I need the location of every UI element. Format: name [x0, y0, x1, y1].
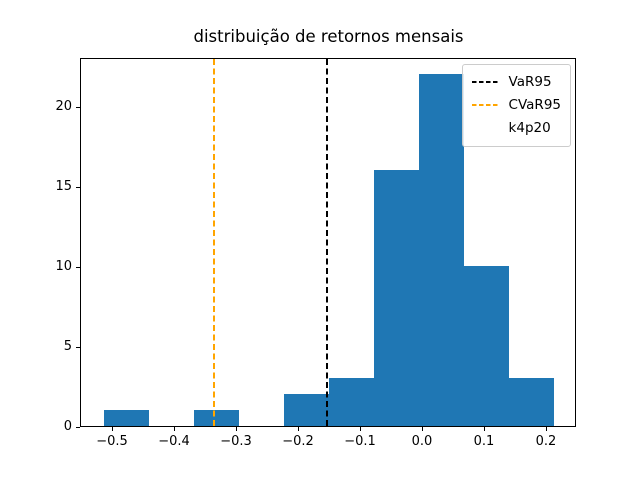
- legend: VaR95 CVaR95 k4p20: [461, 63, 571, 147]
- y-tick-mark: [76, 426, 80, 428]
- x-tick-mark: [421, 427, 423, 432]
- y-tick-mark: [76, 266, 80, 268]
- x-tick-label: −0.4: [158, 433, 190, 449]
- var95-line: [326, 58, 328, 427]
- x-tick-mark: [173, 427, 175, 432]
- x-tick-label: 0.0: [411, 433, 433, 449]
- legend-entry: CVaR95: [471, 94, 561, 117]
- histogram-bar: [419, 74, 464, 427]
- plot-area: VaR95 CVaR95 k4p20: [80, 57, 576, 428]
- chart-title: distribuição de retornos mensais: [193, 27, 464, 46]
- y-tick-mark: [76, 106, 80, 108]
- legend-dashed-line-sample: [471, 104, 499, 106]
- y-tick-label: 5: [63, 339, 72, 355]
- cvar95-line: [213, 58, 215, 427]
- x-tick-label: −0.2: [282, 433, 314, 449]
- y-tick-label: 0: [63, 419, 72, 435]
- x-tick-label: −0.5: [96, 433, 128, 449]
- x-tick-mark: [545, 427, 547, 432]
- histogram-bar: [509, 378, 554, 427]
- histogram-bar: [104, 410, 149, 427]
- histogram-bar: [194, 410, 239, 427]
- x-tick-mark: [359, 427, 361, 432]
- histogram-bar: [464, 266, 509, 427]
- legend-label: CVaR95: [508, 97, 561, 114]
- y-tick-label: 10: [55, 259, 72, 275]
- histogram-bar: [374, 170, 419, 427]
- x-tick-mark: [483, 427, 485, 432]
- histogram-bar: [329, 378, 374, 427]
- legend-label: VaR95: [508, 74, 552, 91]
- legend-empty-handle: [472, 127, 499, 129]
- x-tick-label: −0.1: [344, 433, 376, 449]
- legend-entry: VaR95: [471, 71, 561, 94]
- x-tick-mark: [235, 427, 237, 432]
- y-tick-label: 15: [55, 179, 72, 195]
- histogram-bar: [284, 394, 329, 427]
- x-tick-label: 0.1: [473, 433, 495, 449]
- legend-dashed-line-sample: [471, 81, 499, 83]
- x-tick-label: −0.3: [220, 433, 252, 449]
- legend-entry: k4p20: [472, 117, 561, 140]
- legend-label: k4p20: [508, 120, 551, 137]
- y-tick-mark: [76, 186, 80, 188]
- x-tick-mark: [111, 427, 113, 432]
- y-tick-label: 20: [55, 99, 72, 115]
- x-tick-label: 0.2: [535, 433, 557, 449]
- x-tick-mark: [297, 427, 299, 432]
- y-tick-mark: [76, 346, 80, 348]
